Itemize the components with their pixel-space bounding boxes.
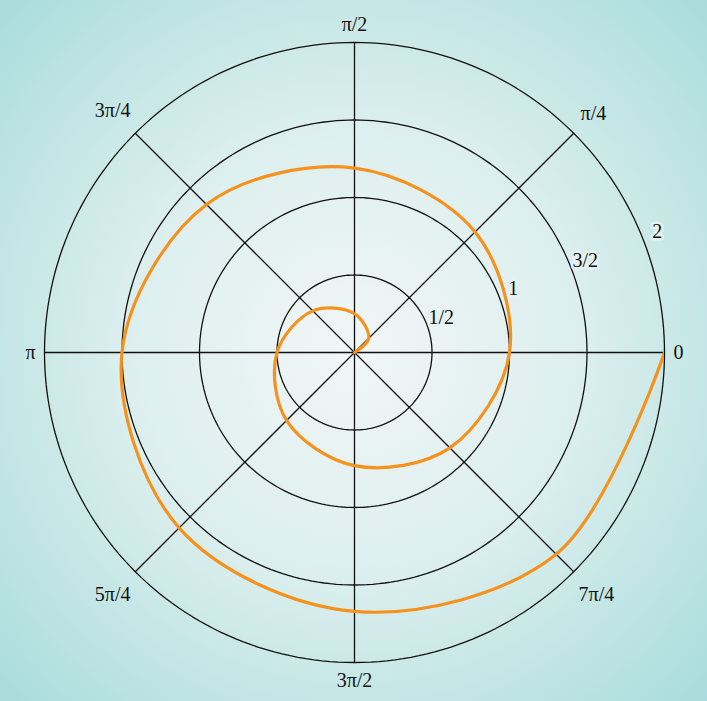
svg-text:1/2: 1/2: [429, 306, 455, 328]
svg-text:3/2: 3/2: [572, 249, 598, 271]
svg-text:3π/4: 3π/4: [95, 99, 131, 121]
svg-text:0: 0: [674, 341, 684, 363]
svg-text:3π/2: 3π/2: [337, 669, 373, 691]
svg-text:5π/4: 5π/4: [95, 583, 131, 605]
svg-text:π: π: [25, 341, 35, 363]
svg-text:π/4: π/4: [581, 102, 607, 124]
svg-text:2: 2: [652, 220, 662, 242]
svg-text:1: 1: [508, 277, 518, 299]
svg-text:7π/4: 7π/4: [579, 583, 615, 605]
svg-text:π/2: π/2: [342, 13, 368, 35]
